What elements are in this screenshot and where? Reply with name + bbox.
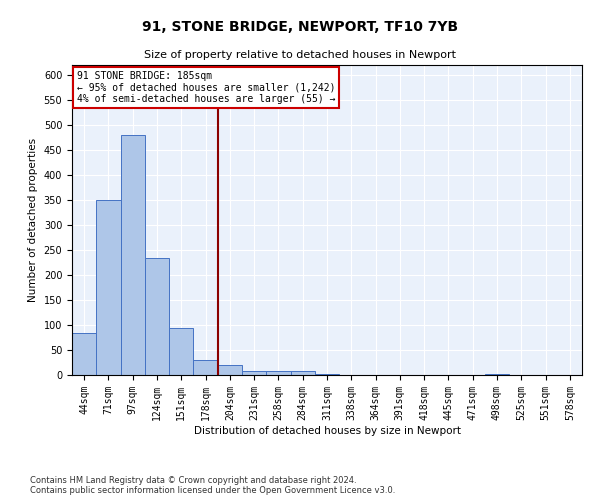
Bar: [485, 374, 509, 375]
Y-axis label: Number of detached properties: Number of detached properties: [28, 138, 38, 302]
Text: 91 STONE BRIDGE: 185sqm
← 95% of detached houses are smaller (1,242)
4% of semi-: 91 STONE BRIDGE: 185sqm ← 95% of detache…: [77, 71, 335, 104]
Bar: [242, 371, 266, 375]
X-axis label: Distribution of detached houses by size in Newport: Distribution of detached houses by size …: [193, 426, 461, 436]
Bar: [290, 371, 315, 375]
Text: 91, STONE BRIDGE, NEWPORT, TF10 7YB: 91, STONE BRIDGE, NEWPORT, TF10 7YB: [142, 20, 458, 34]
Text: Contains HM Land Registry data © Crown copyright and database right 2024.
Contai: Contains HM Land Registry data © Crown c…: [30, 476, 395, 495]
Bar: [169, 328, 193, 375]
Bar: [218, 365, 242, 375]
Text: Size of property relative to detached houses in Newport: Size of property relative to detached ho…: [144, 50, 456, 60]
Bar: [121, 135, 145, 375]
Bar: [145, 258, 169, 375]
Bar: [193, 360, 218, 375]
Bar: [266, 371, 290, 375]
Bar: [72, 332, 96, 375]
Bar: [315, 374, 339, 375]
Bar: [96, 200, 121, 375]
